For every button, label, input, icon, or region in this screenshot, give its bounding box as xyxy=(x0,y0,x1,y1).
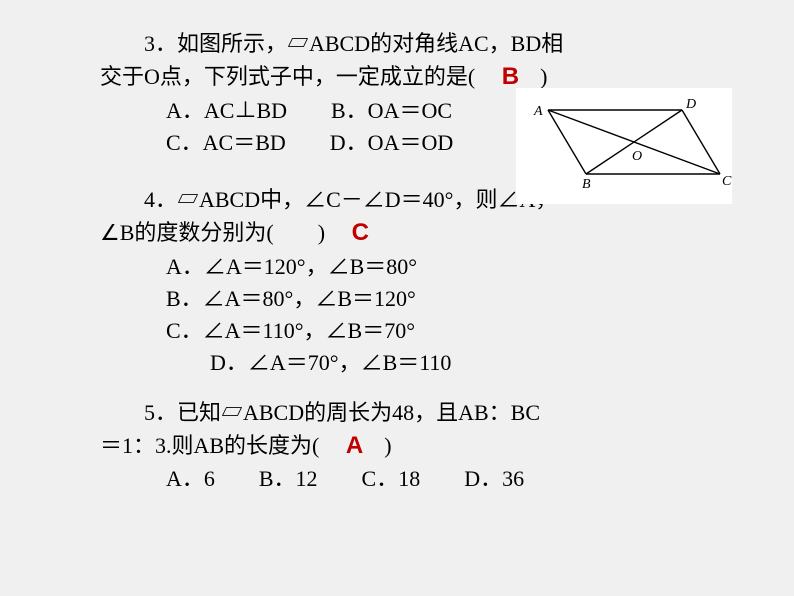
q5-intro-line2: ＝1：3.则AB的长度为( A ) xyxy=(100,429,734,464)
q3-intro-paren-space2 xyxy=(519,64,540,89)
svg-text:B: B xyxy=(582,177,591,192)
q3-intro-line2-text: 交于O点，下列式子中，一定成立的是( xyxy=(100,64,475,89)
q4-option-b: B．∠A＝80°，∠B＝120° xyxy=(100,283,734,315)
q5-intro-line2-text: ＝1：3.则AB的长度为( xyxy=(100,433,319,458)
svg-text:D: D xyxy=(685,97,696,112)
q4-intro-line2: ∠B的度数分别为( ) C xyxy=(100,216,734,251)
parallelogram-diagram: A B C D O xyxy=(516,88,732,204)
q3-intro-paren-space xyxy=(481,64,502,89)
q5-intro-paren-space xyxy=(325,433,346,458)
q5-answer: A xyxy=(346,432,363,459)
svg-text:A: A xyxy=(533,104,543,119)
q4-answer: C xyxy=(352,219,369,246)
q3-intro-line1: 3．如图所示，▱ABCD的对角线AC，BD相 xyxy=(100,28,734,60)
svg-text:C: C xyxy=(722,174,732,189)
q3-answer: B xyxy=(502,63,519,90)
q4-intro-line2-text: ∠B的度数分别为( ) xyxy=(100,220,325,245)
q4-intro-paren-space xyxy=(331,220,352,245)
q4-option-a: A．∠A＝120°，∠B＝80° xyxy=(100,251,734,283)
q4-option-c: C．∠A＝110°，∠B＝70° xyxy=(100,315,734,347)
q5-intro-line1: 5．已知▱ABCD的周长为48，且AB：BC xyxy=(100,397,734,429)
q4-option-d: D．∠A＝70°，∠B＝110 xyxy=(100,347,734,379)
q5-intro-paren-space2 xyxy=(363,433,384,458)
svg-text:O: O xyxy=(632,149,642,164)
q3-intro-line2-close: ) xyxy=(540,64,547,89)
q5-options: A．6 B．12 C．18 D．36 xyxy=(100,463,734,495)
q5-intro-line2-close: ) xyxy=(384,433,391,458)
